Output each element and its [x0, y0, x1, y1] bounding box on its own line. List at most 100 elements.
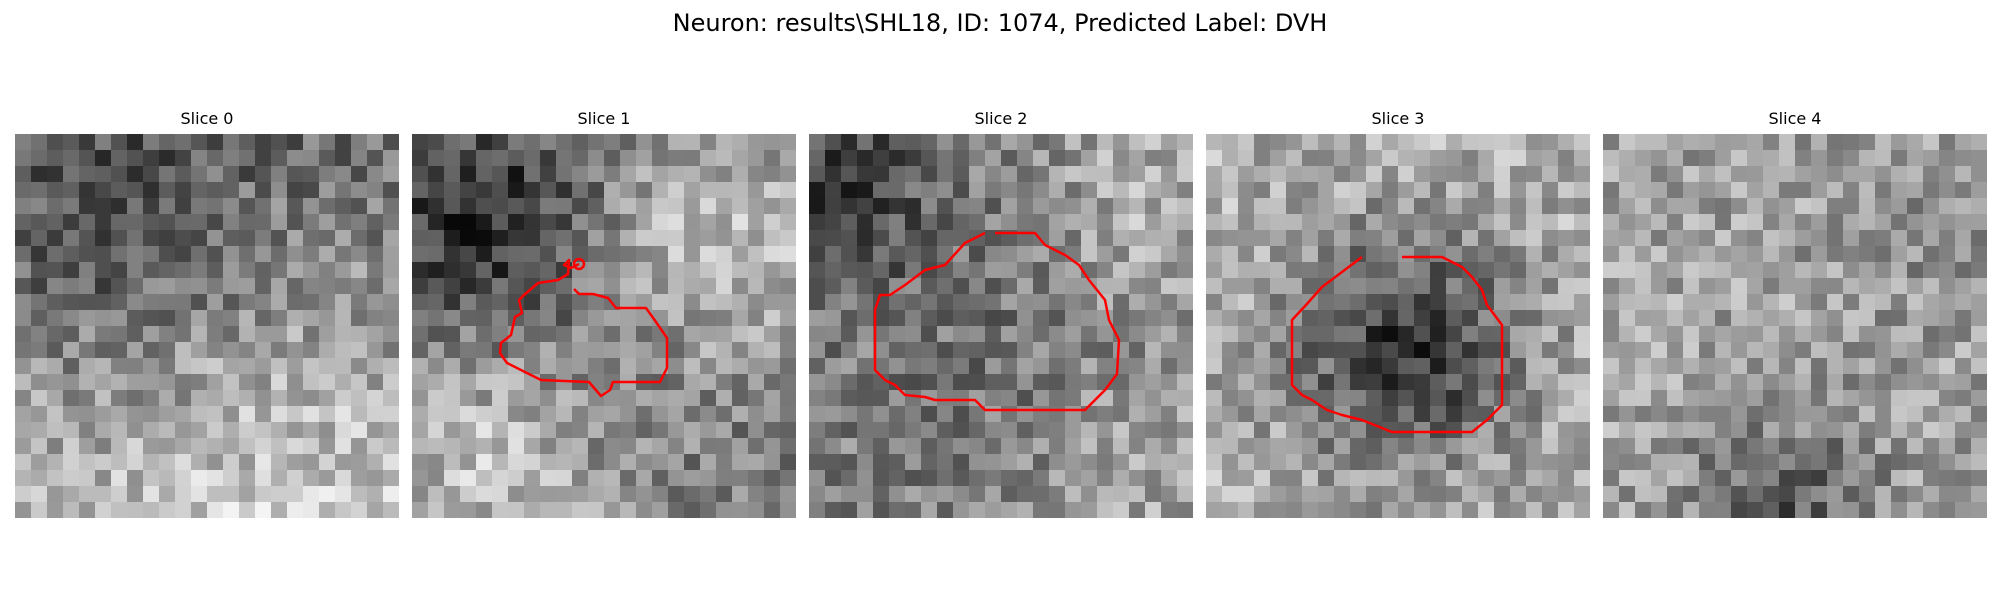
pixel [969, 374, 986, 391]
pixel [1859, 454, 1876, 471]
pixel [159, 310, 176, 327]
pixel [889, 294, 906, 311]
pixel [556, 214, 573, 231]
pixel [127, 294, 144, 311]
pixel [428, 502, 445, 518]
pixel [809, 454, 826, 471]
pixel [255, 294, 272, 311]
pixel [1558, 134, 1575, 151]
pixel [476, 150, 493, 167]
pixel [143, 294, 160, 311]
pixel [63, 390, 80, 407]
pixel [95, 134, 112, 151]
pixel [1001, 358, 1018, 375]
pixel [1414, 310, 1431, 327]
pixel [1366, 150, 1383, 167]
pixel [1350, 166, 1367, 183]
pixel [969, 294, 986, 311]
pixel [1731, 166, 1748, 183]
pixel [1494, 438, 1511, 455]
pixel [351, 326, 368, 343]
pixel [1366, 198, 1383, 215]
pixel [63, 198, 80, 215]
pixel [143, 166, 160, 183]
pixel [1859, 246, 1876, 263]
pixel [367, 454, 384, 471]
pixel [1955, 182, 1972, 199]
pixel [1747, 326, 1764, 343]
pixel [1097, 214, 1114, 231]
pixel [303, 486, 320, 503]
pixel [239, 246, 256, 263]
pixel [636, 454, 653, 471]
pixel [31, 262, 48, 279]
pixel [1542, 438, 1559, 455]
pixel [175, 342, 192, 359]
pixel [460, 214, 477, 231]
pixel [223, 278, 240, 295]
pixel [1667, 342, 1684, 359]
pixel [1462, 294, 1479, 311]
pixel [825, 294, 842, 311]
pixel [1430, 470, 1447, 487]
pixel [1478, 198, 1495, 215]
pixel [127, 470, 144, 487]
pixel [271, 358, 288, 375]
pixel [572, 342, 589, 359]
pixel [1635, 278, 1652, 295]
pixel [684, 182, 701, 199]
pixel [1510, 166, 1527, 183]
pixel [921, 182, 938, 199]
pixel [1065, 342, 1082, 359]
pixel [857, 406, 874, 423]
pixel [428, 454, 445, 471]
pixel [1651, 166, 1668, 183]
pixel [1603, 294, 1620, 311]
pixel [1161, 390, 1178, 407]
pixel [1398, 246, 1415, 263]
pixel [1270, 486, 1287, 503]
pixel [1635, 422, 1652, 439]
pixel [1827, 358, 1844, 375]
pixel [905, 470, 922, 487]
pixel [1254, 454, 1271, 471]
pixel [1558, 230, 1575, 247]
pixel [1891, 358, 1908, 375]
pixel [1081, 374, 1098, 391]
pixel [15, 438, 32, 455]
pixel [1286, 278, 1303, 295]
pixel [287, 454, 304, 471]
pixel [1430, 486, 1447, 503]
pixel [1603, 422, 1620, 439]
pixel [31, 486, 48, 503]
pixel [1907, 454, 1924, 471]
pixel [111, 150, 128, 167]
pixel [1177, 390, 1193, 407]
pixel [716, 390, 733, 407]
pixel [428, 422, 445, 439]
pixel [1510, 422, 1527, 439]
pixel [1206, 310, 1223, 327]
pixel [985, 134, 1002, 151]
pixel [1065, 486, 1082, 503]
pixel [1350, 358, 1367, 375]
pixel [937, 454, 954, 471]
pixel [1366, 230, 1383, 247]
pixel [159, 198, 176, 215]
pixel [1334, 470, 1351, 487]
pixel [127, 454, 144, 471]
pixel [540, 374, 557, 391]
pixel [588, 326, 605, 343]
pixel [1827, 166, 1844, 183]
pixel [143, 438, 160, 455]
pixel [716, 230, 733, 247]
pixel [1161, 198, 1178, 215]
pixel [780, 358, 796, 375]
pixel [1923, 406, 1940, 423]
pixel [367, 326, 384, 343]
pixel [1955, 230, 1972, 247]
pixel [1971, 182, 1987, 199]
pixel [412, 150, 429, 167]
pixel [905, 502, 922, 518]
pixel [1017, 294, 1034, 311]
